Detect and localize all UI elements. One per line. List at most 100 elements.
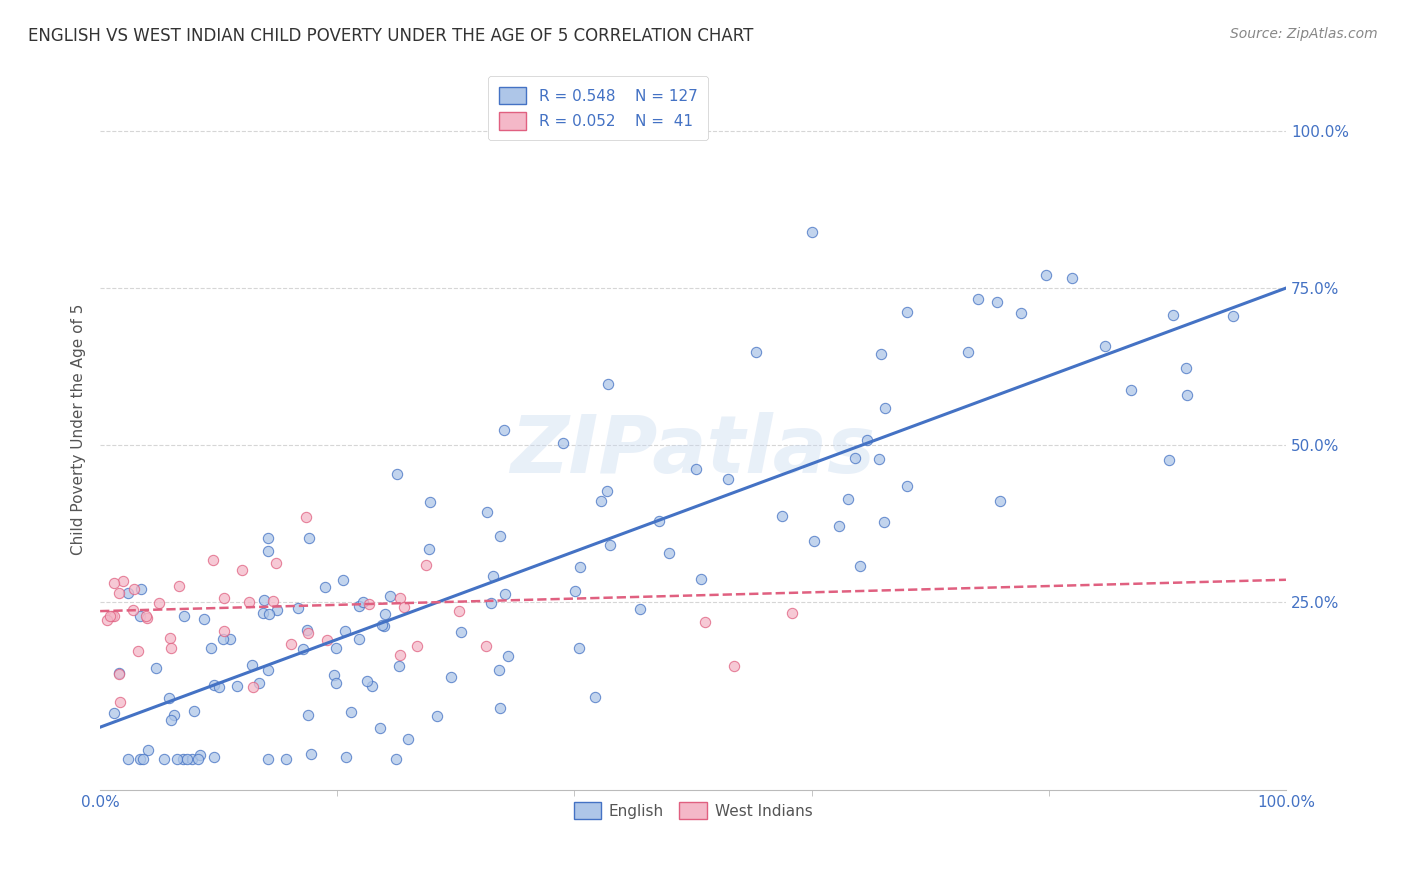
Point xyxy=(770,509,793,524)
Point xyxy=(256,663,278,677)
Point xyxy=(475,640,498,654)
Point xyxy=(231,563,253,577)
Point xyxy=(482,569,505,583)
Point xyxy=(129,609,152,624)
Point xyxy=(117,751,139,765)
Point xyxy=(378,590,401,604)
Point xyxy=(873,515,896,529)
Point xyxy=(717,472,740,486)
Point xyxy=(159,713,181,727)
Point xyxy=(489,528,512,542)
Point xyxy=(986,295,1008,310)
Point xyxy=(723,659,745,673)
Point xyxy=(103,609,125,624)
Point xyxy=(967,292,990,306)
Point xyxy=(690,572,713,586)
Point xyxy=(101,609,124,624)
Point xyxy=(202,677,225,691)
Point xyxy=(152,751,174,765)
Point xyxy=(1161,308,1184,322)
Point xyxy=(1062,271,1084,285)
Point xyxy=(280,637,302,651)
Point xyxy=(201,553,224,567)
Point xyxy=(256,543,278,558)
Point xyxy=(396,731,419,746)
Point xyxy=(591,493,613,508)
Point xyxy=(117,586,139,600)
Point xyxy=(357,597,380,611)
Point xyxy=(450,625,472,640)
Text: ZIPatlas: ZIPatlas xyxy=(510,412,876,490)
Point xyxy=(297,626,319,640)
Point xyxy=(371,618,394,632)
Point xyxy=(257,531,280,545)
Point xyxy=(494,423,516,437)
Point xyxy=(212,624,235,639)
Point xyxy=(596,483,619,498)
Point xyxy=(335,624,357,639)
Point xyxy=(1175,361,1198,376)
Point xyxy=(744,345,766,359)
Point xyxy=(418,541,440,556)
Point xyxy=(145,661,167,675)
Point xyxy=(389,648,412,662)
Point xyxy=(1157,452,1180,467)
Point xyxy=(294,510,316,524)
Point xyxy=(394,600,416,615)
Point xyxy=(163,707,186,722)
Point xyxy=(129,582,152,597)
Point xyxy=(108,586,131,600)
Point xyxy=(856,433,879,447)
Point xyxy=(869,347,891,361)
Point xyxy=(780,606,803,620)
Point xyxy=(599,538,621,552)
Point xyxy=(335,750,357,764)
Point xyxy=(257,607,280,622)
Point xyxy=(596,377,619,392)
Point xyxy=(388,591,411,605)
Point xyxy=(242,680,264,694)
Point xyxy=(1010,306,1032,320)
Point xyxy=(292,642,315,657)
Point xyxy=(447,604,470,618)
Point xyxy=(489,701,512,715)
Point xyxy=(315,633,337,648)
Point xyxy=(325,676,347,690)
Point xyxy=(167,579,190,593)
Point xyxy=(298,532,321,546)
Point xyxy=(103,576,125,591)
Point xyxy=(347,632,370,647)
Point xyxy=(368,721,391,735)
Point xyxy=(426,709,449,723)
Point xyxy=(132,751,155,765)
Point xyxy=(583,690,606,705)
Point xyxy=(111,574,134,588)
Point xyxy=(187,751,209,765)
Point xyxy=(568,640,591,655)
Point xyxy=(837,491,859,506)
Point xyxy=(385,467,408,481)
Point xyxy=(440,670,463,684)
Point xyxy=(218,632,240,646)
Point xyxy=(1119,383,1142,397)
Point xyxy=(252,606,274,620)
Point xyxy=(648,514,671,528)
Point xyxy=(415,558,437,573)
Point xyxy=(238,595,260,609)
Point xyxy=(173,609,195,624)
Point xyxy=(479,596,502,610)
Y-axis label: Child Poverty Under the Age of 5: Child Poverty Under the Age of 5 xyxy=(72,303,86,555)
Point xyxy=(828,519,851,533)
Point xyxy=(208,680,231,694)
Point xyxy=(127,644,149,658)
Point xyxy=(406,639,429,653)
Point xyxy=(868,451,890,466)
Point xyxy=(352,595,374,609)
Point xyxy=(193,612,215,626)
Point xyxy=(183,704,205,718)
Point xyxy=(1222,310,1244,324)
Point xyxy=(98,609,121,624)
Point xyxy=(148,595,170,609)
Point xyxy=(121,603,143,617)
Point xyxy=(188,748,211,763)
